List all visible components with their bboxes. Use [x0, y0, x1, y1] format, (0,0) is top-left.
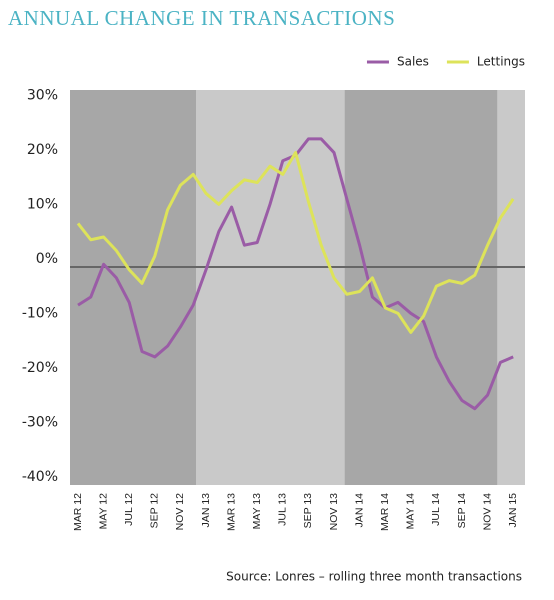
x-tick-label: NOV 14 [481, 493, 493, 531]
x-tick-label: MAR 12 [72, 493, 84, 531]
x-tick-label: MAR 13 [225, 493, 237, 531]
x-tick-label: SEP 12 [149, 493, 161, 529]
x-tick-label: JUL 14 [430, 493, 442, 526]
x-tick-label: JAN 15 [507, 493, 519, 528]
y-tick-label: -10% [22, 306, 58, 322]
y-tick-label: 30% [27, 88, 58, 104]
y-tick-label: 10% [27, 197, 58, 213]
x-tick-label: SEP 13 [302, 493, 314, 529]
x-tick-label: JAN 14 [353, 493, 365, 528]
x-tick-label: MAY 12 [97, 493, 109, 530]
y-tick-label: -20% [22, 360, 58, 376]
year-band [497, 90, 525, 485]
x-tick-label: JUL 12 [123, 493, 135, 526]
x-tick-label: NOV 12 [174, 493, 186, 531]
year-band [196, 90, 345, 485]
x-tick-label: MAY 13 [251, 493, 263, 530]
x-tick-label: MAR 14 [379, 493, 391, 531]
y-tick-label: 20% [27, 142, 58, 158]
year-band [70, 90, 196, 485]
chart-title: ANNUAL CHANGE IN TRANSACTIONS [8, 6, 395, 30]
x-tick-label: JAN 13 [200, 493, 212, 528]
x-tick-label: MAY 14 [405, 493, 417, 530]
y-tick-label: -30% [22, 415, 58, 431]
year-band [344, 90, 498, 485]
x-tick-label: JUL 13 [277, 493, 289, 526]
y-tick-label: -40% [22, 469, 58, 485]
legend-label: Sales [397, 55, 429, 69]
series-line [76, 151, 515, 334]
x-tick-label: NOV 13 [328, 493, 340, 531]
legend-label: Lettings [477, 55, 525, 69]
x-tick-label: SEP 14 [456, 493, 468, 529]
source-note: Source: Lonres – rolling three month tra… [226, 570, 522, 584]
y-tick-label: 0% [36, 251, 58, 267]
